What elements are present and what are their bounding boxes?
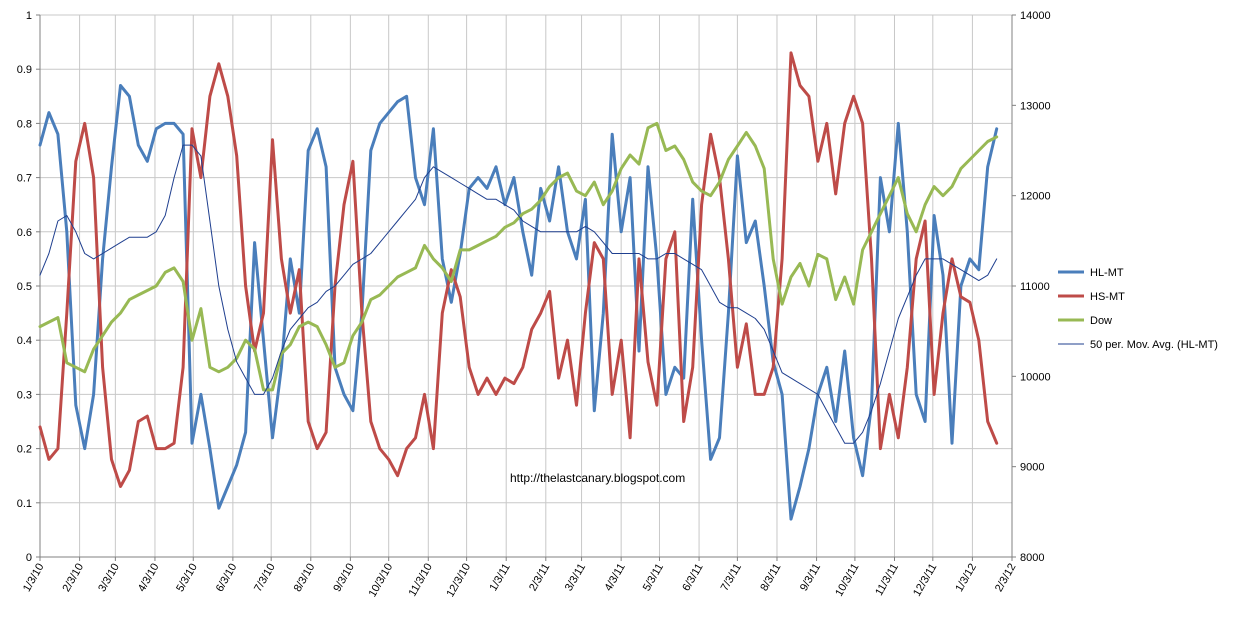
y-tick-label: 0 [26, 552, 32, 564]
legend-label-hl-mt: HL-MT [1090, 267, 1124, 279]
series-line-50-per-mov-avg-hl-mt [39, 144, 998, 444]
y2-tick-label: 13000 [1020, 100, 1051, 112]
y2-tick-label: 12000 [1020, 191, 1051, 203]
y-tick-label: 0.9 [17, 64, 32, 76]
watermark-text: http://thelastcanary.blogspot.com [510, 471, 685, 485]
y2-tick-label: 10000 [1020, 371, 1051, 383]
y-tick-label: 0.1 [17, 498, 32, 510]
legend: HL-MT HS-MT Dow 50 per. Mov. Avg. (HL-MT) [1058, 267, 1218, 351]
y-tick-label: 0.6 [17, 227, 32, 239]
series-line-dow [38, 121, 999, 392]
y-tick-label: 0.7 [17, 173, 32, 185]
y-tick-label: 1 [26, 10, 32, 22]
series-line-hl-mt [38, 84, 999, 521]
y2-tick-label: 8000 [1020, 552, 1044, 564]
y-tick-label: 0.4 [17, 335, 32, 347]
series-lines [38, 51, 999, 521]
y2-tick-label: 11000 [1020, 281, 1050, 293]
y2-tick-label: 14000 [1020, 10, 1051, 22]
y2-tick-label: 9000 [1020, 462, 1044, 474]
legend-label-hs-mt: HS-MT [1090, 291, 1125, 303]
y-tick-label: 0.2 [17, 444, 32, 456]
y-tick-label: 0.3 [17, 389, 32, 401]
y-tick-label: 0.5 [17, 281, 32, 293]
legend-label-50-per-mov-avg-hl-mt: 50 per. Mov. Avg. (HL-MT) [1090, 339, 1218, 351]
legend-label-dow: Dow [1090, 315, 1112, 327]
y-tick-label: 0.8 [17, 118, 32, 130]
gridlines [39, 14, 1013, 558]
series-line-hs-mt [38, 51, 999, 488]
